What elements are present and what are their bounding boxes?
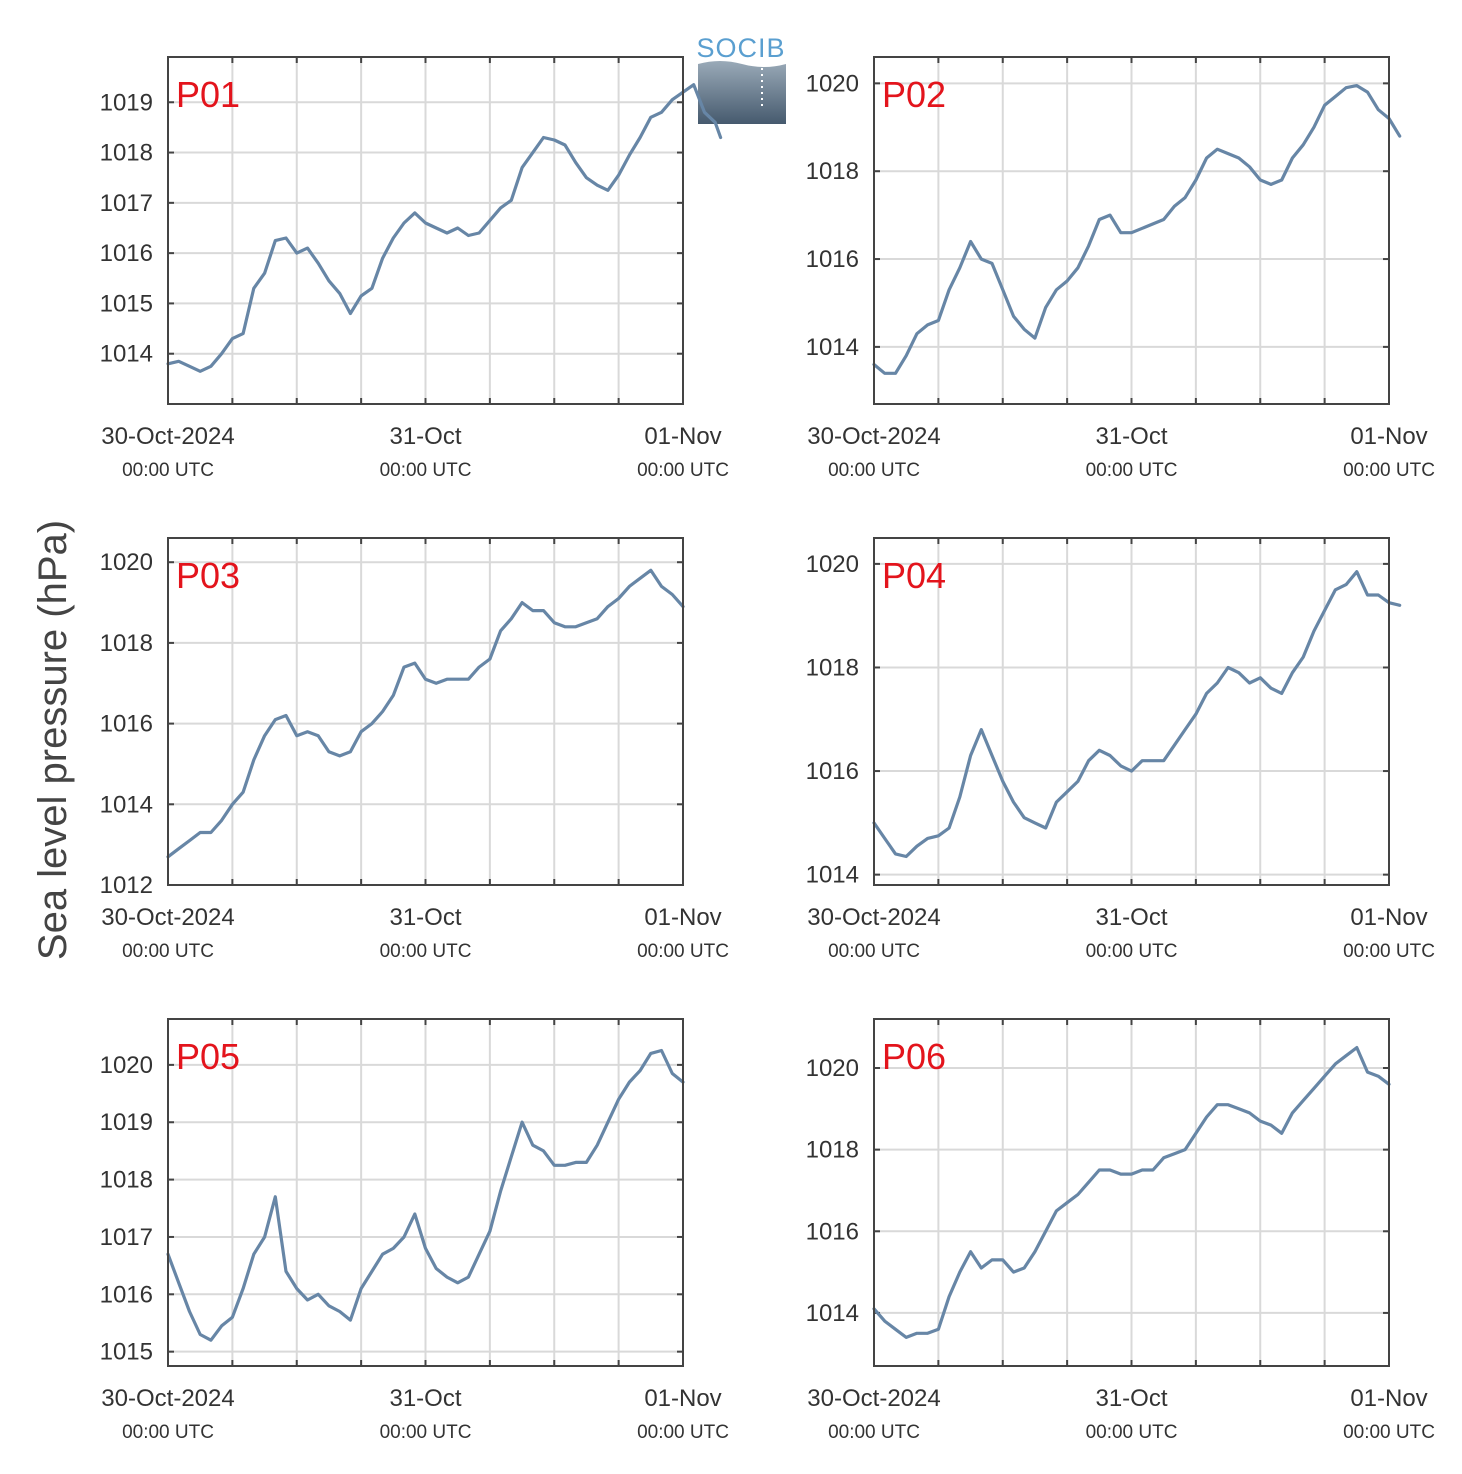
x-tick-sublabel: 00:00 UTC: [828, 941, 920, 962]
y-axis-label: Sea level pressure (hPa): [31, 520, 75, 960]
y-tick-label: 1019: [100, 1109, 153, 1136]
panel-p06: 1014 1016 1018 1020 P06 30-Oct-2024 00:00 UTC 3…: [806, 1018, 1435, 1443]
series-line: [872, 84, 1402, 375]
panel-label: P04: [882, 555, 946, 596]
y-tick-label: 1014: [806, 1300, 859, 1327]
logo-text: SOCIB: [696, 33, 785, 63]
plot-frame: [873, 56, 1390, 405]
series-line: [166, 1048, 685, 1342]
y-tick-label: 1018: [100, 140, 153, 167]
x-tick-label: 30-Oct-2024: [807, 904, 940, 931]
x-tick-sublabel: 00:00 UTC: [828, 1422, 920, 1443]
y-tick-label: 1016: [100, 711, 153, 738]
panel-p01: 1014 1015 1016 1017 1018 1019 P01 30-Oct-2024 00…: [100, 56, 729, 481]
x-tick-label: 31-Oct: [389, 1385, 461, 1412]
x-tick-sublabel: 00:00 UTC: [380, 941, 472, 962]
x-tick-sublabel: 00:00 UTC: [637, 941, 729, 962]
y-tick-label: 1016: [806, 1218, 859, 1245]
plot-frame: [873, 537, 1390, 886]
y-tick-label: 1018: [806, 1137, 859, 1164]
x-tick-label: 01-Nov: [1350, 1385, 1427, 1412]
logo-wave: [698, 61, 786, 124]
y-tick-label: 1014: [806, 334, 859, 361]
series-line: [872, 1046, 1391, 1339]
x-tick-label: 01-Nov: [644, 423, 721, 450]
panel-p03: 1012 1014 1016 1018 1020 P03 30-Oct-2024 00:00 …: [100, 537, 729, 962]
panel-label: P02: [882, 74, 946, 115]
x-tick-sublabel: 00:00 UTC: [1343, 460, 1435, 481]
y-tick-label: 1018: [806, 158, 859, 185]
x-tick-sublabel: 00:00 UTC: [122, 941, 214, 962]
x-tick-sublabel: 00:00 UTC: [637, 1422, 729, 1443]
panel-p02: 1014 1016 1018 1020 P02 30-Oct-2024 00:00 UTC 3…: [806, 56, 1435, 481]
panel-label: P06: [882, 1036, 946, 1077]
x-tick-sublabel: 00:00 UTC: [828, 460, 920, 481]
series-line: [166, 83, 723, 373]
socib-logo: SOCIB: [696, 33, 786, 124]
x-tick-label: 01-Nov: [644, 904, 721, 931]
y-tick-label: 1016: [100, 1281, 153, 1308]
y-tick-label: 1020: [100, 549, 153, 576]
y-tick-label: 1018: [100, 1167, 153, 1194]
panel-p05: 1015 1016 1017 1018 1019 1020 P05 30-Oct-2024 00…: [100, 1018, 729, 1443]
x-tick-label: 31-Oct: [1095, 423, 1167, 450]
y-tick-label: 1017: [100, 1224, 153, 1251]
x-tick-label: 30-Oct-2024: [807, 423, 940, 450]
y-tick-label: 1018: [100, 630, 153, 657]
y-tick-label: 1020: [806, 551, 859, 578]
x-tick-label: 31-Oct: [1095, 904, 1167, 931]
x-tick-label: 30-Oct-2024: [807, 1385, 940, 1412]
x-tick-label: 30-Oct-2024: [101, 423, 234, 450]
x-tick-label: 31-Oct: [389, 423, 461, 450]
x-tick-sublabel: 00:00 UTC: [122, 1422, 214, 1443]
series-line: [872, 570, 1402, 859]
x-tick-sublabel: 00:00 UTC: [1086, 1422, 1178, 1443]
y-tick-label: 1019: [100, 89, 153, 116]
y-tick-label: 1018: [806, 654, 859, 681]
y-tick-label: 1020: [100, 1052, 153, 1079]
y-tick-label: 1020: [806, 1055, 859, 1082]
x-tick-sublabel: 00:00 UTC: [1086, 941, 1178, 962]
y-tick-label: 1020: [806, 70, 859, 97]
y-tick-label: 1016: [806, 246, 859, 273]
plot-frame: [167, 56, 684, 405]
panels: 1014 1015 1016 1017 1018 1019 P01 30-Oct-2024 00…: [100, 56, 1435, 1443]
y-tick-label: 1016: [100, 240, 153, 267]
plot-frame: [167, 1018, 684, 1367]
x-tick-label: 31-Oct: [1095, 1385, 1167, 1412]
panel-label: P03: [176, 555, 240, 596]
x-tick-sublabel: 00:00 UTC: [1343, 1422, 1435, 1443]
x-tick-label: 01-Nov: [644, 1385, 721, 1412]
series-line: [166, 568, 685, 859]
y-tick-label: 1015: [100, 290, 153, 317]
y-tick-label: 1017: [100, 190, 153, 217]
y-tick-label: 1016: [806, 758, 859, 785]
x-tick-sublabel: 00:00 UTC: [637, 460, 729, 481]
x-tick-sublabel: 00:00 UTC: [380, 460, 472, 481]
x-tick-label: 30-Oct-2024: [101, 1385, 234, 1412]
y-tick-label: 1014: [100, 791, 153, 818]
plot-frame: [873, 1018, 1390, 1367]
x-tick-sublabel: 00:00 UTC: [380, 1422, 472, 1443]
y-tick-label: 1015: [100, 1339, 153, 1366]
x-tick-label: 01-Nov: [1350, 423, 1427, 450]
x-tick-sublabel: 00:00 UTC: [1086, 460, 1178, 481]
x-tick-label: 30-Oct-2024: [101, 904, 234, 931]
plot-frame: [167, 537, 684, 886]
x-tick-label: 31-Oct: [389, 904, 461, 931]
panel-label: P01: [176, 74, 240, 115]
x-tick-sublabel: 00:00 UTC: [122, 460, 214, 481]
y-tick-label: 1014: [806, 862, 859, 889]
panel-label: P05: [176, 1036, 240, 1077]
panel-p04: 1014 1016 1018 1020 P04 30-Oct-2024 00:00 UTC 3…: [806, 537, 1435, 962]
x-tick-label: 01-Nov: [1350, 904, 1427, 931]
y-tick-label: 1014: [100, 341, 153, 368]
y-tick-label: 1012: [100, 872, 153, 899]
x-tick-sublabel: 00:00 UTC: [1343, 941, 1435, 962]
